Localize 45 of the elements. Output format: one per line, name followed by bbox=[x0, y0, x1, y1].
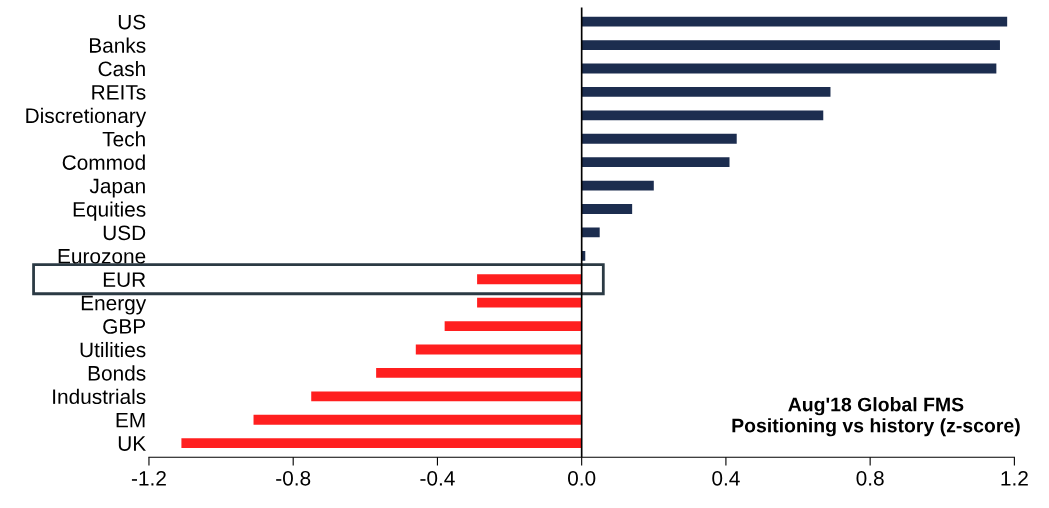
y-tick-label: USD bbox=[103, 225, 146, 241]
bar bbox=[581, 63, 997, 74]
x-tick-label: -1.2 bbox=[131, 470, 166, 486]
bar bbox=[581, 40, 1000, 50]
y-tick-label: Cash bbox=[98, 60, 145, 77]
y-tick-label: US bbox=[118, 14, 146, 30]
y-tick-label: Eurozone bbox=[58, 249, 146, 264]
y-tick-label: Discretionary bbox=[26, 107, 147, 128]
y-tick-label: Energy bbox=[81, 295, 147, 315]
bar bbox=[415, 344, 582, 355]
y-tick-label: REITs bbox=[92, 85, 146, 100]
bar bbox=[581, 110, 824, 121]
y-tick-label: Tech bbox=[102, 131, 145, 147]
y-tick-label: Commod bbox=[62, 154, 145, 170]
bar bbox=[477, 297, 582, 308]
y-tick-label: EUR bbox=[103, 272, 146, 287]
x-tick-label: 0.0 bbox=[568, 470, 596, 486]
x-tick-label: -0.8 bbox=[276, 470, 311, 486]
x-tick-label: 0.4 bbox=[712, 470, 740, 486]
bar bbox=[181, 438, 582, 449]
y-tick-label: Utilities bbox=[80, 341, 146, 358]
y-tick-label: Banks bbox=[89, 37, 146, 53]
y-tick-label: GBP bbox=[103, 319, 146, 334]
x-tick-label: 0.8 bbox=[856, 470, 884, 486]
bar bbox=[311, 391, 582, 402]
x-tick-label: -0.4 bbox=[420, 470, 455, 486]
annotation: Aug'18 Global FMS Positioning vs history (z-score) bbox=[732, 397, 1020, 437]
bar bbox=[581, 180, 654, 191]
y-tick-label: Bonds bbox=[88, 365, 146, 381]
bar bbox=[444, 321, 582, 331]
y-tick-label: UK bbox=[118, 436, 146, 451]
bar bbox=[376, 367, 582, 378]
bar bbox=[581, 157, 730, 168]
y-tick-label: Equities bbox=[73, 201, 146, 221]
bar bbox=[253, 414, 582, 425]
bar bbox=[581, 227, 600, 238]
bar bbox=[581, 204, 633, 214]
y-tick-label: EM bbox=[116, 412, 145, 428]
y-tick-label: Industrials bbox=[53, 388, 146, 405]
x-tick-label: 1.2 bbox=[1001, 470, 1028, 486]
bar bbox=[581, 16, 1008, 27]
bar bbox=[581, 133, 737, 144]
bar bbox=[477, 274, 582, 285]
y-tick-label: Japan bbox=[89, 178, 145, 198]
bar bbox=[581, 87, 831, 97]
